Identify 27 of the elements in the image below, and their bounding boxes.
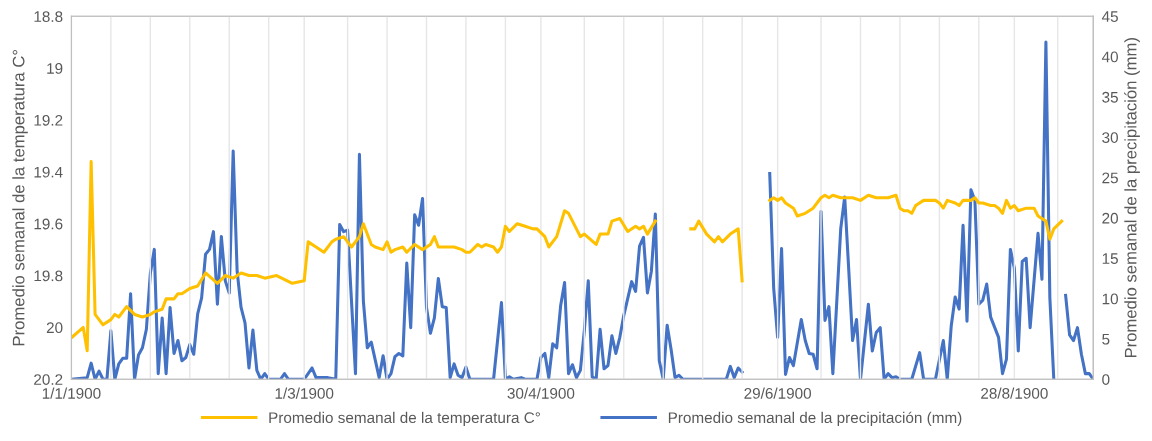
y2-tick-label: 30 <box>1102 132 1118 143</box>
x-tick-label: 29/6/1900 <box>744 387 812 399</box>
y-tick-label: 19 <box>47 63 63 74</box>
x-tick-label: 28/8/1900 <box>981 387 1048 399</box>
y2-tick-label: 20 <box>1102 212 1118 224</box>
y2-tick-label: 40 <box>1101 51 1118 63</box>
y-tick-label: 19.6 <box>34 218 63 230</box>
y2-axis-title: Promedio semanal de la precipitación (mm) <box>1124 38 1140 358</box>
y-tick-label: 19.4 <box>34 166 63 178</box>
y-tick-label: 20 <box>46 322 63 334</box>
y-tick-label: 19.2 <box>34 114 63 126</box>
y2-tick-label: 45 <box>1101 11 1118 22</box>
y-tick-label: 18.8 <box>34 11 63 22</box>
y2-tick-label: 35 <box>1102 91 1118 103</box>
legend-label: Promedio semanal de la temperatura C° <box>269 411 540 427</box>
y2-tick-label: 15 <box>1102 253 1118 264</box>
y2-tick-label: 25 <box>1102 172 1118 184</box>
x-tick-label: 30/4/1900 <box>507 387 575 399</box>
y2-tick-label: 10 <box>1102 293 1118 305</box>
y2-tick-label: 0 <box>1102 374 1110 385</box>
legend-label: Promedio semanal de la precipitación (mm) <box>668 411 962 427</box>
y-axis-title: Promedio semanal de la temperatura C° <box>12 50 28 346</box>
y2-tick-label: 5 <box>1102 333 1110 345</box>
y-tick-label: 20.2 <box>34 374 63 385</box>
y-tick-label: 19.8 <box>34 270 63 282</box>
x-tick-label: 1/1/1900 <box>42 387 101 399</box>
x-tick-label: 1/3/1900 <box>275 387 334 399</box>
